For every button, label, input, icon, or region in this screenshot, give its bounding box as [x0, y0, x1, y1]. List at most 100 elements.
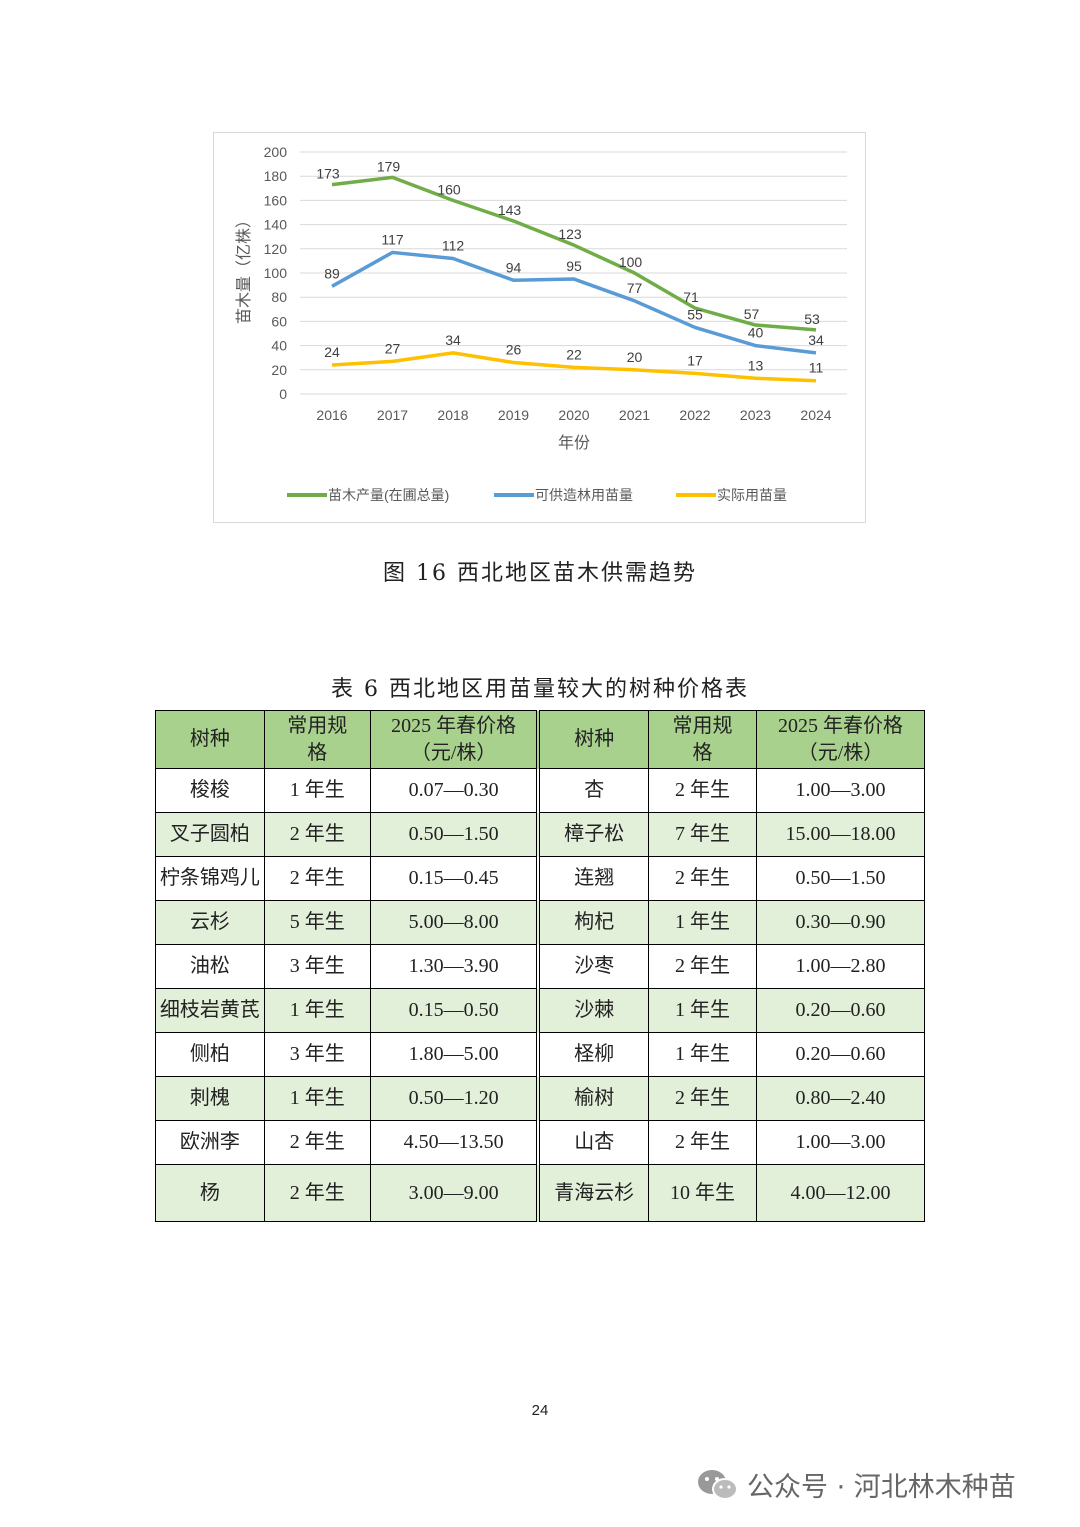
- data-label: 160: [437, 181, 461, 197]
- table-row: 梭梭 1 年生 0.07—0.30 杏 2 年生 1.00—3.00: [155, 768, 926, 813]
- table-cell: 细枝岩黄芪: [155, 988, 265, 1033]
- table-cell: 0.30—0.90: [755, 900, 926, 945]
- table-header-row: 树种 常用规格 2025 年春价格（元/株） 树种 常用规格 2025 年春价格（元/株）: [155, 710, 926, 769]
- data-label: 34: [808, 332, 824, 348]
- y-tick-label: 40: [271, 338, 287, 354]
- data-label: 112: [442, 237, 465, 253]
- table-cell: 10 年生: [648, 1164, 757, 1222]
- table-cell: 1 年生: [263, 1076, 371, 1121]
- data-label: 17: [687, 352, 703, 368]
- table-cell: 2 年生: [648, 1120, 757, 1165]
- y-tick-label: 0: [279, 386, 287, 402]
- page-number: 24: [531, 1402, 549, 1419]
- table-cell: 樟子松: [537, 812, 650, 857]
- y-tick-label: 180: [264, 168, 288, 184]
- data-label: 143: [498, 202, 522, 218]
- table-row: 叉子圆柏 2 年生 0.50—1.50 樟子松 7 年生 15.00—18.00: [155, 812, 926, 857]
- header-cell: 常用规格: [263, 710, 371, 769]
- table-caption: 表 6 西北地区用苗量较大的树种价格表: [331, 677, 749, 702]
- data-label: 100: [619, 254, 643, 270]
- table-cell: 2 年生: [648, 768, 757, 813]
- data-label: 117: [381, 231, 404, 247]
- y-tick-label: 60: [271, 313, 287, 329]
- y-tick-label: 120: [264, 241, 288, 257]
- table-cell: 叉子圆柏: [155, 812, 265, 857]
- y-tick-label: 200: [264, 144, 288, 160]
- data-label: 77: [627, 280, 643, 296]
- table-cell: 青海云杉: [537, 1164, 650, 1222]
- x-tick-label: 2017: [377, 407, 408, 423]
- table-cell: 2 年生: [648, 856, 757, 901]
- table-cell: 5 年生: [263, 900, 371, 945]
- watermark-text: 公众号 · 河北林木种苗: [747, 1472, 1016, 1503]
- table-cell: 2 年生: [648, 944, 757, 989]
- table-cell: 3 年生: [263, 1032, 371, 1077]
- table-cell: 连翘: [537, 856, 650, 901]
- x-tick-label: 2022: [679, 407, 710, 423]
- table-cell: 1.00—3.00: [755, 1120, 926, 1165]
- data-label: 71: [683, 289, 699, 305]
- table-cell: 1 年生: [648, 988, 757, 1033]
- y-tick-label: 160: [264, 192, 288, 208]
- data-label: 20: [627, 349, 643, 365]
- table-cell: 2 年生: [648, 1076, 757, 1121]
- data-label: 27: [385, 340, 401, 356]
- data-label: 55: [687, 306, 703, 322]
- table-cell: 柠条锦鸡儿: [155, 856, 265, 901]
- y-tick-label: 140: [264, 217, 288, 233]
- table-cell: 4.50—13.50: [369, 1120, 541, 1165]
- table-cell: 3 年生: [263, 944, 371, 989]
- table-cell: 3.00—9.00: [369, 1164, 541, 1222]
- table-cell: 0.50—1.20: [369, 1076, 541, 1121]
- data-label: 94: [506, 259, 522, 275]
- table-row: 侧柏 3 年生 1.80—5.00 柽柳 1 年生 0.20—0.60: [155, 1032, 926, 1077]
- table-cell: 0.50—1.50: [369, 812, 541, 857]
- table-cell: 梭梭: [155, 768, 265, 813]
- table-cell: 1.00—3.00: [755, 768, 926, 813]
- table-cell: 枸杞: [537, 900, 650, 945]
- table-cell: 1 年生: [648, 900, 757, 945]
- y-tick-label: 100: [264, 265, 288, 281]
- x-tick-label: 2023: [740, 407, 771, 423]
- table-row: 刺槐 1 年生 0.50—1.20 榆树 2 年生 0.80—2.40: [155, 1076, 926, 1121]
- table-cell: 7 年生: [648, 812, 757, 857]
- table-cell: 2 年生: [263, 1164, 371, 1222]
- table-cell: 云杉: [155, 900, 265, 945]
- table-cell: 15.00—18.00: [755, 812, 926, 857]
- table-row: 油松 3 年生 1.30—3.90 沙枣 2 年生 1.00—2.80: [155, 944, 926, 989]
- table-cell: 刺槐: [155, 1076, 265, 1121]
- data-label: 40: [748, 325, 764, 341]
- wechat-icon: [698, 1469, 738, 1500]
- legend-label: 苗木产量(在圃总量): [328, 487, 449, 503]
- table-cell: 1 年生: [648, 1032, 757, 1077]
- data-label: 53: [804, 311, 820, 327]
- legend-label: 可供造林用苗量: [535, 487, 633, 503]
- table-cell: 杨: [155, 1164, 265, 1222]
- table-cell: 1.80—5.00: [369, 1032, 541, 1077]
- table-cell: 0.50—1.50: [755, 856, 926, 901]
- table-cell: 0.20—0.60: [755, 988, 926, 1033]
- y-tick-label: 20: [271, 362, 287, 378]
- figure-caption: 图 16 西北地区苗木供需趋势: [383, 561, 697, 586]
- x-tick-label: 2020: [558, 407, 589, 423]
- chart: 0 20 40 60 80 100 120 140 160 180 200 2016 2017 2018 2…: [213, 132, 866, 523]
- table-cell: 榆树: [537, 1076, 650, 1121]
- x-tick-label: 2018: [437, 407, 468, 423]
- table-cell: 沙枣: [537, 944, 650, 989]
- table-cell: 2 年生: [263, 812, 371, 857]
- data-label: 24: [324, 344, 340, 360]
- data-label: 173: [316, 166, 340, 182]
- table-cell: 4.00—12.00: [755, 1164, 926, 1222]
- table-cell: 0.15—0.50: [369, 988, 541, 1033]
- watermark: 公众号 · 河北林木种苗: [697, 1465, 1016, 1504]
- table-cell: 0.20—0.60: [755, 1032, 926, 1077]
- data-label: 95: [566, 258, 582, 274]
- y-tick-label: 80: [271, 289, 287, 305]
- table-cell: 1 年生: [263, 988, 371, 1033]
- header-cell: 2025 年春价格（元/株）: [755, 710, 926, 769]
- table-cell: 1 年生: [263, 768, 371, 813]
- header-cell: 树种: [155, 710, 265, 769]
- table-cell: 侧柏: [155, 1032, 265, 1077]
